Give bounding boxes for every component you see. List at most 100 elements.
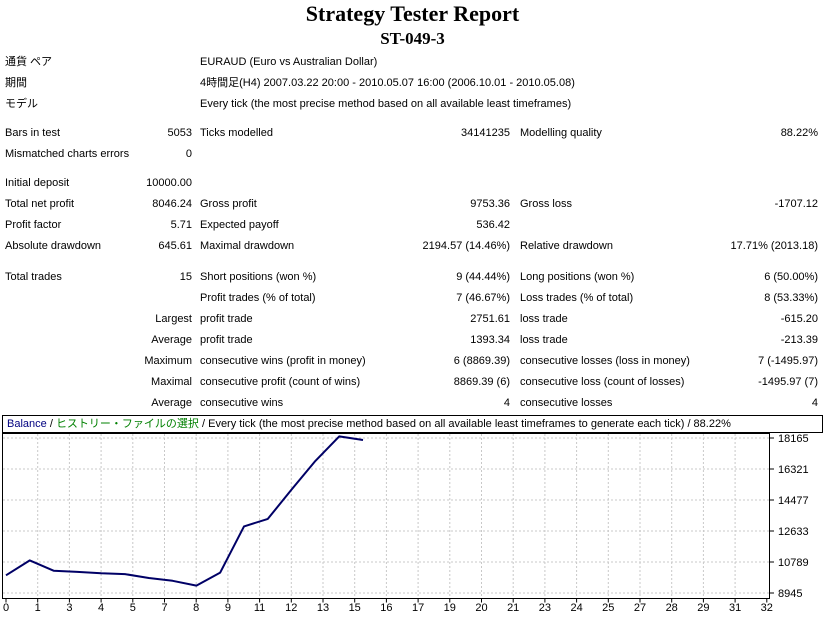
stat-value: 4 [811,397,818,409]
x-axis-label: 15 [349,602,361,614]
stat-value: 34141235 [461,127,510,139]
x-axis-label: 16 [380,602,392,614]
stat-value: Maximal [151,376,192,388]
y-axis-label: 8945 [778,588,802,600]
x-axis-label: 20 [475,602,487,614]
stat-value: Average [151,334,192,346]
x-axis-label: 27 [634,602,646,614]
setting-value: EURAUD (Euro vs Australian Dollar) [200,56,378,68]
stat-value: 9 (44.44%) [456,271,510,283]
stat-value: 4 [503,397,510,409]
stat-value: 17.71% (2013.18) [730,240,818,252]
stat-value: 1393.34 [470,334,510,346]
stat-row: Profit factor 5.71 Expected payoff 536.42 [0,215,825,236]
x-axis-label: 1 [35,602,41,614]
x-axis-label: 9 [225,602,231,614]
y-axis-label: 14477 [778,495,809,507]
stat-row: Initial deposit 10000.00 [0,173,825,194]
page-title: Strategy Tester Report [305,1,520,26]
y-axis-label: 16321 [778,464,809,476]
x-axis-label: 31 [729,602,741,614]
stat-value: 88.22% [780,127,818,139]
x-axis-label: 21 [507,602,519,614]
chart-header: Balance / ヒストリー・ファイルの選択 / Every tick (th… [2,415,823,433]
stat-label: Gross loss [520,198,572,210]
stat-label: Loss trades (% of total) [520,292,634,304]
stat-label: Profit trades (% of total) [200,292,316,304]
stat-section: Total trades 15 Short positions (won %) 9 (… [0,267,825,414]
stat-row: Absolute drawdown 645.61 Maximal drawdown 2… [0,236,825,257]
x-axis-label: 28 [666,602,678,614]
stat-label: Profit factor [5,219,62,231]
x-axis-label: 29 [697,602,709,614]
setting-value: 4時間足(H4) 2007.03.22 20:00 - 2010.05.07 1… [200,77,575,89]
stat-value: 645.61 [158,240,192,252]
y-axis-label: 18165 [778,433,809,445]
chart-model-label: / Every tick (the most precise method ba… [198,418,731,430]
x-axis-label: 0 [3,602,9,614]
x-axis-label: 7 [161,602,167,614]
stat-row: Maximal consecutive profit (count of wins… [0,372,825,393]
stat-label: Absolute drawdown [5,240,102,252]
stat-value: -615.20 [780,313,818,325]
setting-label: モデル [5,98,38,110]
stat-label: consecutive loss (count of losses) [520,376,685,388]
stat-value: Largest [155,313,192,325]
stat-value: 2194.57 (14.46%) [422,240,510,252]
settings-row: 通貨 ペア EURAUD (Euro vs Australian Dollar) [0,52,825,73]
chart-symbol-label: ヒストリー・ファイルの選択 [55,418,199,430]
x-axis-label: 32 [761,602,773,614]
stat-label: consecutive wins (profit in money) [200,355,366,367]
stat-value: 8869.39 (6) [453,376,510,388]
chart-balance-label: Balance [7,418,47,430]
stat-label: consecutive losses [520,397,613,409]
stat-value: 5053 [167,127,192,139]
stat-value: 8 (53.33%) [764,292,818,304]
x-axis-label: 13 [317,602,329,614]
stat-section: Bars in test 5053 Ticks modelled 34141235 Mo… [0,123,825,165]
stat-label: Mismatched charts errors [5,148,130,160]
x-axis-label: 4 [98,602,104,614]
stat-label: Total net profit [5,198,75,210]
x-axis-label: 17 [412,602,424,614]
stat-label: consecutive losses (loss in money) [520,355,690,367]
stat-label: profit trade [200,334,253,346]
stat-label: loss trade [520,334,568,346]
stat-value: 8046.24 [152,198,192,210]
stat-row: Average profit trade 1393.34 loss trade -213… [0,330,825,351]
x-axis-label: 12 [285,602,297,614]
stat-value: 5.71 [170,219,192,231]
stat-label: Ticks modelled [200,127,273,139]
stat-value: Maximum [144,355,192,367]
y-axis-label: 12633 [778,526,809,538]
stat-value: Average [151,397,192,409]
stat-value: 2751.61 [470,313,510,325]
balance-line [5,435,364,587]
test-settings-table: 通貨 ペア EURAUD (Euro vs Australian Dollar) 期… [0,52,825,115]
stat-value: 7 (46.67%) [456,292,510,304]
setting-value: Every tick (the most precise method base… [200,98,572,110]
stat-label: loss trade [520,313,568,325]
stat-value: 9753.36 [470,198,510,210]
stat-label: profit trade [200,313,253,325]
y-axis-label: 10789 [778,557,809,569]
stat-value: 536.42 [476,219,510,231]
stat-row: Total trades 15 Short positions (won %) 9 (… [0,267,825,288]
chart-header-separator: / [46,418,56,430]
stat-row: Average consecutive wins 4 consecutive loss… [0,393,825,414]
stat-label: consecutive wins [200,397,284,409]
stat-label: Maximal drawdown [200,240,295,252]
stat-label: Relative drawdown [520,240,613,252]
stat-label: Bars in test [5,127,61,139]
x-axis-label: 11 [254,602,265,614]
stat-label: Short positions (won %) [200,271,317,283]
stat-label: Expected payoff [200,219,279,231]
stat-value: 6 (50.00%) [764,271,818,283]
stat-value: 7 (-1495.97) [758,355,818,367]
stat-value: -1495.97 (7) [758,376,818,388]
settings-row: 期間 4時間足(H4) 2007.03.22 20:00 - 2010.05.07… [0,73,825,94]
stat-row: Profit trades (% of total) 7 (46.67%) Loss… [0,288,825,309]
stat-section: Initial deposit 10000.00 Total net profit 8… [0,173,825,257]
settings-row: モデル Every tick (the most precise method b… [0,94,825,115]
